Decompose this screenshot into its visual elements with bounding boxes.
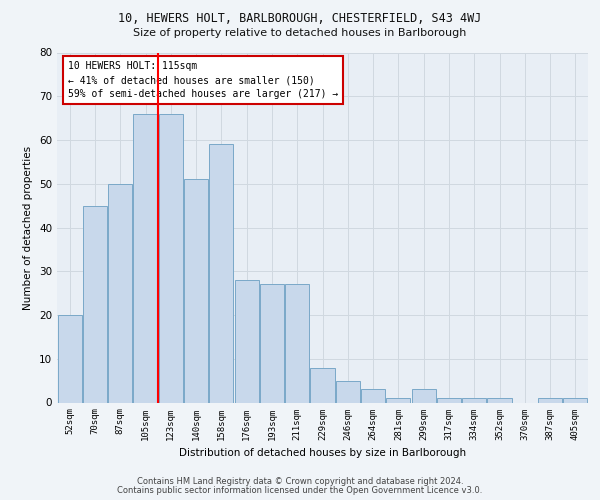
Bar bbox=[336, 380, 360, 402]
Text: 10, HEWERS HOLT, BARLBOROUGH, CHESTERFIELD, S43 4WJ: 10, HEWERS HOLT, BARLBOROUGH, CHESTERFIE… bbox=[118, 12, 482, 26]
Text: 10 HEWERS HOLT: 115sqm
← 41% of detached houses are smaller (150)
59% of semi-de: 10 HEWERS HOLT: 115sqm ← 41% of detached… bbox=[68, 61, 338, 99]
Bar bbox=[58, 315, 82, 402]
Text: Contains HM Land Registry data © Crown copyright and database right 2024.: Contains HM Land Registry data © Crown c… bbox=[137, 478, 463, 486]
Bar bbox=[538, 398, 562, 402]
Bar bbox=[462, 398, 486, 402]
Bar bbox=[209, 144, 233, 402]
Bar bbox=[285, 284, 309, 403]
Bar bbox=[310, 368, 335, 402]
Bar bbox=[108, 184, 132, 402]
Bar bbox=[159, 114, 183, 403]
Bar bbox=[133, 114, 158, 403]
Bar bbox=[235, 280, 259, 402]
Bar bbox=[361, 390, 385, 402]
Text: Contains public sector information licensed under the Open Government Licence v3: Contains public sector information licen… bbox=[118, 486, 482, 495]
Bar bbox=[563, 398, 587, 402]
Bar bbox=[184, 180, 208, 402]
Text: Size of property relative to detached houses in Barlborough: Size of property relative to detached ho… bbox=[133, 28, 467, 38]
Y-axis label: Number of detached properties: Number of detached properties bbox=[23, 146, 34, 310]
X-axis label: Distribution of detached houses by size in Barlborough: Distribution of detached houses by size … bbox=[179, 448, 466, 458]
Bar bbox=[260, 284, 284, 403]
Bar bbox=[83, 206, 107, 402]
Bar bbox=[437, 398, 461, 402]
Bar bbox=[487, 398, 512, 402]
Bar bbox=[412, 390, 436, 402]
Bar bbox=[386, 398, 410, 402]
